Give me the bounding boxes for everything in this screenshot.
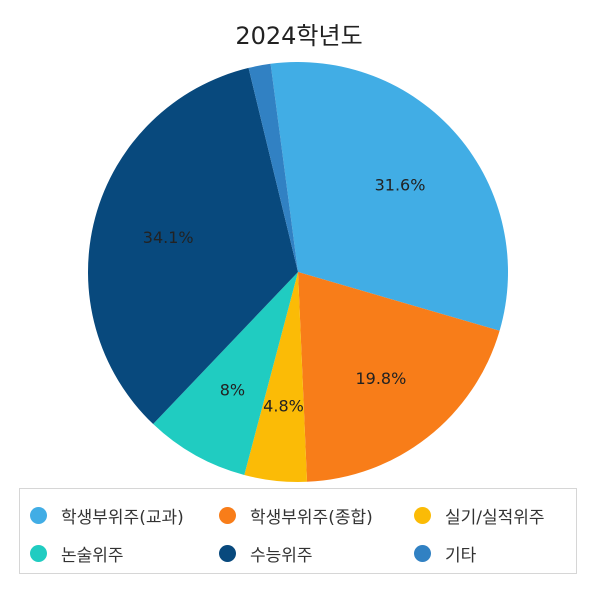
data-label-3: 8% <box>220 380 245 399</box>
pie-slice-4[interactable] <box>88 67 298 425</box>
legend-item-논술위주[interactable]: 논술위주 <box>30 541 124 566</box>
pie-chart: 31.6% 19.8% 4.8% 8% 34.1% <box>88 62 508 483</box>
legend-label: 학생부위주(종합) <box>250 508 373 528</box>
legend-label: 논술위주 <box>61 546 124 566</box>
legend-item-학생부위주(교과)[interactable]: 학생부위주(교과) <box>30 503 184 528</box>
legend-marker-icon <box>30 545 47 562</box>
pie-slice-3[interactable] <box>153 272 298 476</box>
legend-marker-icon <box>414 507 431 524</box>
legend-marker-icon <box>219 545 236 562</box>
legend-label: 학생부위주(교과) <box>61 508 184 528</box>
pie-slice-5[interactable] <box>248 63 298 272</box>
legend-item-학생부위주(종합)[interactable]: 학생부위주(종합) <box>219 503 373 528</box>
legend-label: 수능위주 <box>250 546 313 566</box>
legend-item-기타[interactable]: 기타 <box>414 541 476 566</box>
legend-label: 실기/실적위주 <box>445 508 545 528</box>
pie-slice-2[interactable] <box>244 272 308 483</box>
legend-item-실기/실적위주[interactable]: 실기/실적위주 <box>414 503 545 528</box>
pie-slice-1[interactable] <box>298 272 500 482</box>
data-label-2: 4.8% <box>263 397 304 416</box>
legend: 학생부위주(교과) 학생부위주(종합) 실기/실적위주 논술위주 수능위주 기타 <box>19 488 577 574</box>
chart-title: 2024학년도 <box>235 22 363 50</box>
data-label-4: 34.1% <box>143 228 194 247</box>
data-label-0: 31.6% <box>375 176 426 195</box>
pie-slice-0[interactable] <box>270 62 508 331</box>
data-label-1: 19.8% <box>355 369 406 388</box>
legend-marker-icon <box>414 545 431 562</box>
legend-marker-icon <box>219 507 236 524</box>
legend-item-수능위주[interactable]: 수능위주 <box>219 541 313 566</box>
legend-marker-icon <box>30 507 47 524</box>
legend-label: 기타 <box>445 546 477 566</box>
